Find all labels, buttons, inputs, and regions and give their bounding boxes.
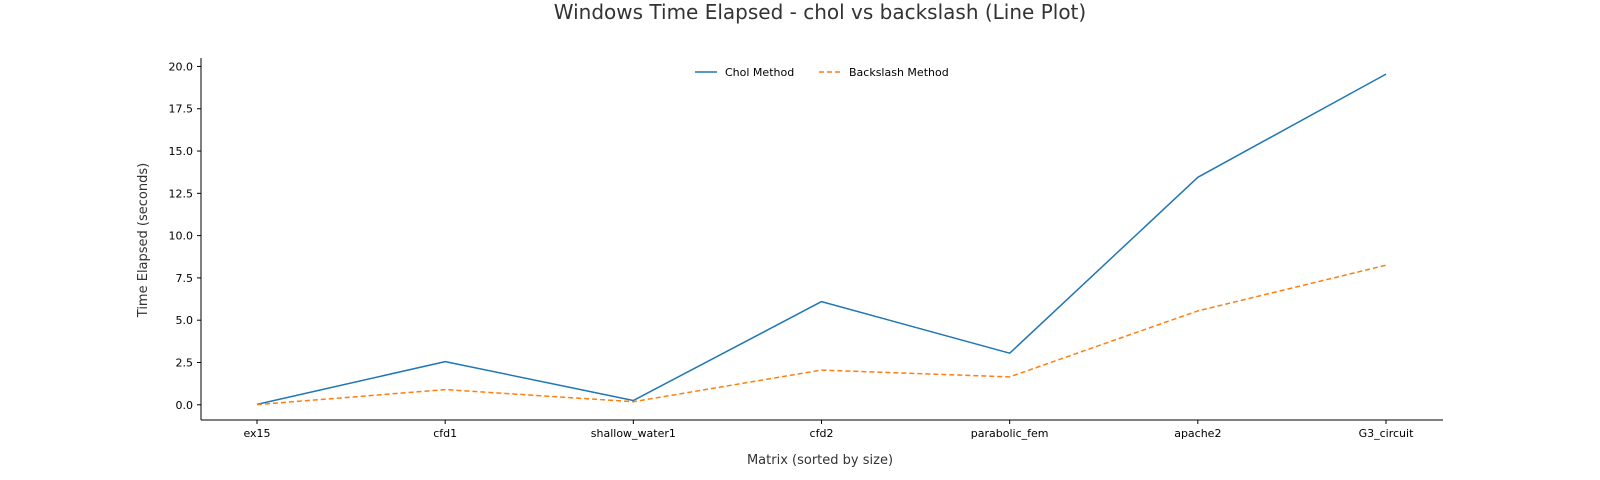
y-tick-label: 20.0	[169, 60, 194, 73]
series-line-backslash	[256, 264, 1387, 406]
y-axis-label: Time Elapsed (seconds)	[136, 163, 151, 318]
x-axis-label: Matrix (sorted by size)	[747, 453, 893, 468]
x-tick-label: parabolic_fem	[971, 427, 1049, 440]
x-tick-label: shallow_water1	[591, 427, 676, 440]
y-tick-label: 12.5	[169, 187, 194, 200]
y-tick-label: 0.0	[176, 399, 194, 412]
x-tick-label: cfd1	[433, 427, 457, 440]
legend: Chol Method Backslash Method	[695, 66, 949, 79]
y-tick-label: 17.5	[169, 103, 194, 116]
chart-title: Windows Time Elapsed - chol vs backslash…	[554, 0, 1086, 24]
legend-label: Backslash Method	[849, 66, 949, 79]
legend-label: Chol Method	[725, 66, 794, 79]
x-tick-label: ex15	[243, 427, 270, 440]
y-tick-label: 7.5	[176, 272, 194, 285]
y-tick-label: 5.0	[176, 314, 194, 327]
series-line-chol	[256, 73, 1387, 406]
x-tick-label: apache2	[1174, 427, 1221, 440]
series-group	[256, 73, 1387, 406]
y-tick-label: 10.0	[169, 230, 194, 243]
x-tick-label: cfd2	[810, 427, 834, 440]
x-tick-label: G3_circuit	[1359, 427, 1414, 440]
axes: 0.0 2.5 5.0 7.5 10.0 12.5 15.0 17.5 20.0 ex15 cfd1…	[169, 58, 1443, 440]
y-tick-label: 15.0	[169, 145, 194, 158]
y-tick-label: 2.5	[176, 356, 194, 369]
